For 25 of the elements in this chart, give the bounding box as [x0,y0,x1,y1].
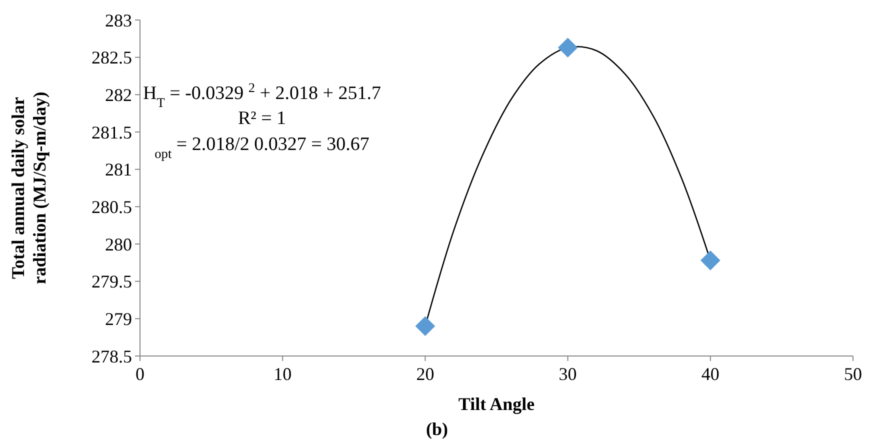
y-tick-label: 282 [105,84,132,105]
annotation: H$_{T}$ = -0.0329 $^{2}$ + 2.018 + 251.7 [143,80,381,110]
x-tick-label: 30 [558,364,577,384]
x-tick-label: 10 [274,364,292,384]
annotation: $_{opt}$ = 2.018/2 0.0327 = 30.67 [154,134,370,160]
point [415,316,436,336]
point [700,250,720,270]
y-tick-label: 280.5 [92,196,132,217]
y-tick-label: 282.5 [92,48,132,68]
y-axis-title: Total annual daily solar radiation (MJ/Sq-m/day) [8,92,50,284]
y-tick-label: 279.5 [92,272,132,292]
x-tick-label: 20 [416,364,434,384]
x-tick-label: 50 [844,364,862,384]
text: (b) [426,419,448,439]
x-axis-title: Tilt Angle [458,394,535,414]
x-tick-label: 0 [136,364,144,384]
y-tick-label: 281 [105,160,132,180]
y-tick-label: 279 [105,308,132,329]
y-tick-label: 283 [105,10,132,30]
y-tick-label: 281.5 [92,122,132,142]
point [558,38,578,58]
annotation: R² = 1 [238,108,286,129]
y-tick-label: 278.5 [92,346,132,366]
x-tick-label: 40 [701,364,720,384]
y-tick-label: 280 [105,234,132,254]
